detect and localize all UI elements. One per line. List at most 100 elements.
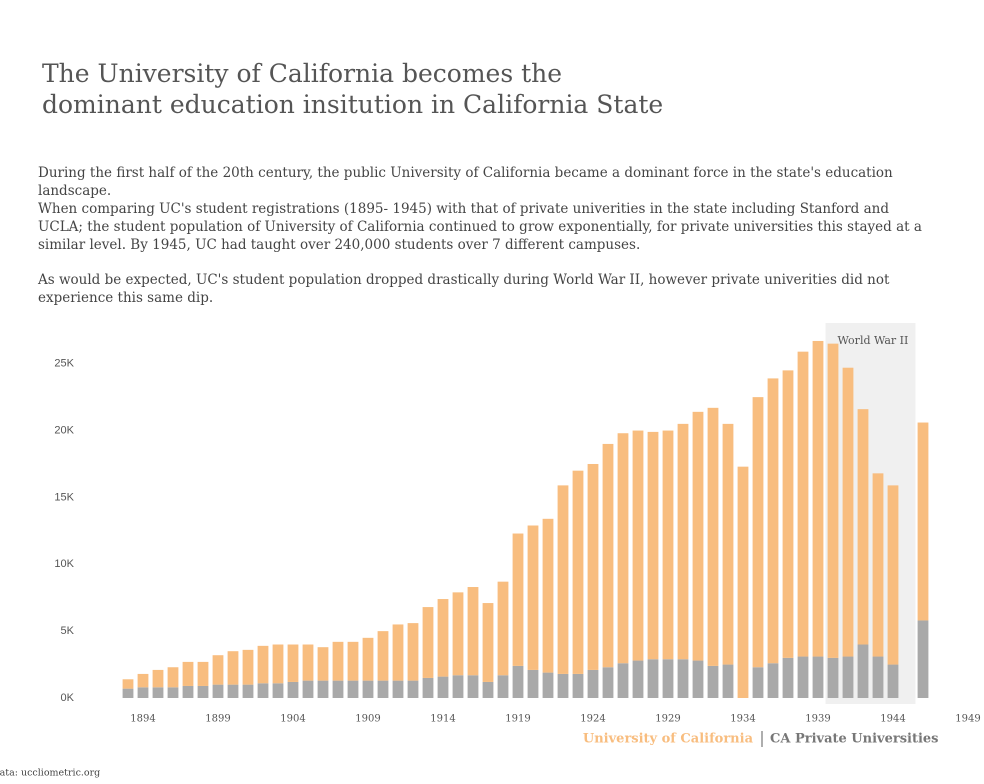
x-tick-label: 1924 (580, 714, 605, 725)
bar-segment (287, 681, 299, 698)
bar-segment (422, 607, 434, 678)
legend-entry: University of California (583, 732, 754, 747)
bar-segment (572, 673, 584, 698)
y-tick-label: 0K (61, 692, 75, 704)
bar-segment (782, 657, 794, 698)
bar-segment (422, 677, 434, 698)
x-tick-label: 1949 (955, 714, 980, 725)
bar-segment (752, 397, 764, 668)
legend-entry: CA Private Universities (770, 732, 939, 747)
bar-segment (212, 684, 224, 698)
bar-segment (647, 659, 659, 698)
bar-segment (527, 525, 539, 670)
bar-segment (452, 675, 464, 698)
bar-segment (722, 423, 734, 665)
bar-segment (197, 685, 209, 698)
x-tick-label: 1894 (130, 714, 155, 725)
bar-segment (527, 669, 539, 698)
title: The University of California becomes the… (42, 59, 664, 119)
bar-segment (407, 623, 419, 681)
y-tick-label: 15K (54, 491, 74, 503)
bar-segment (257, 645, 269, 684)
bar-segment (917, 422, 929, 621)
bar-segment (872, 656, 884, 698)
bar-segment (362, 637, 374, 681)
bar-segment (152, 669, 164, 688)
paragraph: During the first half of the 20th centur… (38, 165, 893, 199)
bar-segment (857, 409, 869, 645)
bar-segment (722, 664, 734, 698)
x-tick-label: 1944 (880, 714, 905, 725)
bar-segment (167, 667, 179, 688)
paragraph: When comparing UC's student registration… (38, 201, 922, 253)
bar-segment (227, 684, 239, 698)
bar-segment (707, 407, 719, 666)
bar-segment (827, 343, 839, 658)
bar-segment (497, 675, 509, 698)
bar-segment (257, 683, 269, 698)
bar-segment (647, 431, 659, 660)
bar-segment (797, 656, 809, 698)
highlight-label: World War II (838, 334, 909, 347)
bar-segment (872, 473, 884, 657)
x-tick-label: 1919 (505, 714, 530, 725)
bar-segment (617, 433, 629, 664)
x-tick-label: 1939 (805, 714, 830, 725)
bar-segment (197, 661, 209, 686)
bar-segment (122, 688, 134, 698)
bar-segment (572, 470, 584, 674)
y-tick-label: 20K (54, 424, 74, 436)
bar-segment (857, 644, 869, 698)
bar-segment (437, 599, 449, 677)
bar-segment (677, 659, 689, 698)
bar-segment (182, 685, 194, 698)
bar-segment (167, 687, 179, 698)
x-tick-label: 1934 (730, 714, 755, 725)
bar-segment (737, 466, 749, 698)
x-tick-label: 1909 (355, 714, 380, 725)
bar-segment (767, 663, 779, 698)
bar-segment (662, 430, 674, 660)
y-tick-label: 5K (61, 625, 75, 637)
bar-segment (377, 680, 389, 698)
bar-segment (272, 644, 284, 684)
x-tick-label: 1929 (655, 714, 680, 725)
bar-segment (362, 680, 374, 698)
bar-segment (557, 485, 569, 674)
bar-segment (662, 659, 674, 698)
bar-segment (467, 675, 479, 698)
bar-segment (482, 681, 494, 698)
y-tick-label: 10K (54, 558, 74, 570)
bar-segment (542, 518, 554, 673)
bar-segment (317, 647, 329, 681)
bar-segment (602, 667, 614, 698)
x-tick-label: 1914 (430, 714, 455, 725)
bar-segment (152, 687, 164, 698)
bar-segment (812, 656, 824, 698)
bar-segment (917, 620, 929, 698)
bar-segment (707, 665, 719, 698)
bar-segment (227, 651, 239, 685)
bar-segment (512, 665, 524, 698)
bar-segment (812, 340, 824, 657)
bar-segment (677, 423, 689, 660)
bar-segment (692, 660, 704, 698)
y-tick-label: 25K (54, 358, 74, 370)
highlight-band (825, 323, 916, 704)
x-tick-label: 1899 (205, 714, 230, 725)
bar-segment (392, 624, 404, 681)
bar-segment (782, 370, 794, 658)
bar-segment (632, 430, 644, 661)
bar-segment (887, 485, 899, 665)
bar-segment (182, 661, 194, 686)
bar-segment (752, 667, 764, 698)
bar-segment (767, 378, 779, 664)
bar-segment (302, 644, 314, 681)
bar-segment (602, 443, 614, 668)
bar-segment (122, 679, 134, 689)
paragraph: As would be expected, UC's student popul… (38, 272, 890, 306)
bar-segment (437, 676, 449, 698)
bar-segment (392, 680, 404, 698)
